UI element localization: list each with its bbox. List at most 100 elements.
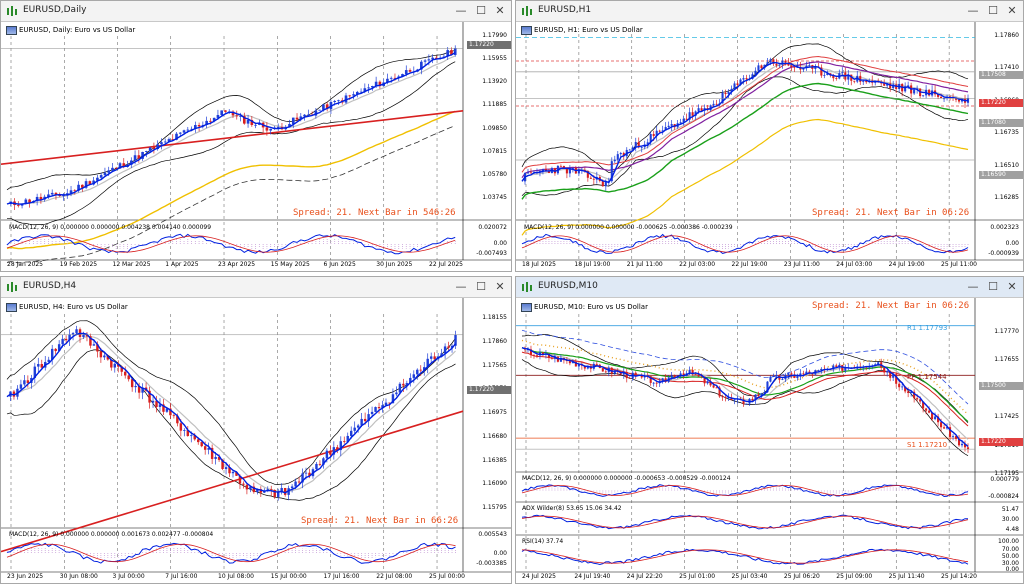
indicator-scale-label: 0.000779 [990,476,1019,483]
indicator-scale-label: 50.00 [1001,553,1019,560]
close-button[interactable]: ✕ [1007,280,1017,293]
close-button[interactable]: ✕ [495,280,505,293]
candle-body [54,192,58,196]
candle-body [613,159,616,162]
price-chart[interactable] [516,22,1023,272]
close-button[interactable]: ✕ [495,4,505,17]
time-tick-label: 25 Jul 00:00 [429,573,465,580]
maximize-button[interactable]: ☐ [988,4,998,17]
level-pp: PP 1.17544 [907,373,947,381]
candle-body [568,360,571,364]
chart-area[interactable]: EURUSD, Daily: Euro vs US Dollar Spread:… [1,22,511,271]
candle-body [190,128,193,130]
candle-body [315,463,318,470]
bollinger-lower [7,61,456,226]
candle-body [349,430,353,436]
candle-body [652,382,655,384]
window-titlebar[interactable]: EURUSD,H1 — ☐ ✕ [516,1,1023,22]
candle-body [547,170,550,173]
maximize-button[interactable]: ☐ [988,280,998,293]
chart-window-m10[interactable]: EURUSD,M10 — ☐ ✕ EURUSD, M10: Euro vs US… [515,276,1024,584]
candle-body [709,105,712,111]
time-axis[interactable]: 18 Jul 2025 18 Jul 19:00 21 Jul 11:00 22 Ju… [516,259,977,271]
price-scale[interactable]: 1.181551.178601.175651.172701.169751.166… [463,298,511,583]
signal-line [6,235,456,253]
chart-window-h4[interactable]: EURUSD,H4 — ☐ ✕ EURUSD, H4: Euro vs US D… [0,276,512,584]
candle-body [568,168,571,174]
time-axis[interactable]: 28 Jan 2025 19 Feb 2025 12 Mar 2025 1 Apr 2… [1,259,463,271]
candle-body [826,73,829,75]
candle-body [69,190,73,194]
price-tick-label: 1.17860 [482,337,507,345]
candle-body [862,80,865,82]
candle-body [832,365,835,370]
price-chart[interactable] [1,22,511,272]
candle-body [960,443,964,446]
candle-body [280,487,283,492]
candle-body [601,180,604,187]
candle-body [85,334,89,337]
price-chart[interactable] [1,298,511,584]
chart-area[interactable]: EURUSD, H4: Euro vs US Dollar Spread: 21… [1,298,511,583]
macd-label: MACD(12, 26, 9) 0.000000 0.000000 0.0042… [9,224,212,231]
candle-body [892,84,895,89]
level-r1: R1 1.17793 [907,324,948,332]
window-titlebar[interactable]: EURUSD,Daily — ☐ ✕ [1,1,511,22]
candle-body [697,374,700,377]
minimize-button[interactable]: — [967,280,979,293]
candle-body [757,65,760,71]
candle-body [544,169,547,171]
candle-body [88,181,92,185]
candle-body [318,463,322,465]
chart-area[interactable]: EURUSD, H1: Euro vs US Dollar Spread: 21… [516,22,1023,271]
candle-body [790,65,793,67]
candle-body [35,196,39,202]
candle-body [541,352,545,355]
chart-window-daily[interactable]: EURUSD,Daily — ☐ ✕ EURUSD, Daily: Euro v… [0,0,512,272]
price-tick-label: 1.16735 [994,129,1019,137]
chart-window-h1[interactable]: EURUSD,H1 — ☐ ✕ EURUSD, H1: Euro vs US D… [515,0,1024,272]
price-scale[interactable]: 1.177701.176551.175401.174251.173101.171… [975,298,1023,583]
minimize-button[interactable]: — [455,280,467,293]
candle-body [637,142,640,148]
minimize-button[interactable]: — [967,4,979,17]
chart-area[interactable]: EURUSD, M10: Euro vs US Dollar Spread: 2… [516,298,1023,583]
candle-body [103,355,106,358]
candle-body [118,163,122,169]
close-button[interactable]: ✕ [1007,4,1017,17]
minimize-button[interactable]: — [455,4,467,17]
candle-body [649,376,652,383]
time-tick-label: 3 Jul 00:00 [112,573,145,580]
maximize-button[interactable]: ☐ [476,280,486,293]
candle-body [832,75,835,79]
candle-body [186,430,190,436]
candle-body [781,60,784,65]
candle-body [553,356,556,359]
price-tick-label: 1.17770 [994,328,1019,335]
price-scale[interactable]: 1.17990 1.15955 1.13920 1.11885 1.09850 1.078… [463,22,511,271]
window-titlebar[interactable]: EURUSD,H4 — ☐ ✕ [1,277,511,298]
candle-body [304,472,308,474]
price-tick-label: 1.17655 [994,356,1019,364]
candle-body [670,375,673,378]
candle-body [712,103,715,106]
price-chart[interactable] [516,298,1023,584]
candle-body [957,99,961,102]
candle-body [178,132,182,134]
time-axis[interactable]: 24 Jul 2025 24 Jul 19:40 24 Jul 22:20 25 Ju… [516,571,977,583]
time-tick-label: 15 May 2025 [270,261,310,268]
indicator-scale-label: 30.00 [1001,560,1019,567]
candle-body [273,490,276,497]
candle-body [679,122,682,124]
maximize-button[interactable]: ☐ [476,4,486,17]
level-s1: S1 1.17210 [907,441,948,449]
candle-body [817,370,820,371]
price-tag: 1.16590 [979,171,1023,179]
candle-body [592,178,595,180]
window-titlebar[interactable]: EURUSD,M10 — ☐ ✕ [516,277,1023,298]
price-scale[interactable]: 1.178601.174101.169601.167351.165101.162… [975,22,1023,271]
candle-body [37,364,40,367]
time-axis[interactable]: 23 Jun 2025 30 Jun 08:00 3 Jul 00:00 7 Jul … [1,571,465,583]
time-tick-label: 1 Apr 2025 [165,261,199,268]
candle-body [58,195,62,197]
